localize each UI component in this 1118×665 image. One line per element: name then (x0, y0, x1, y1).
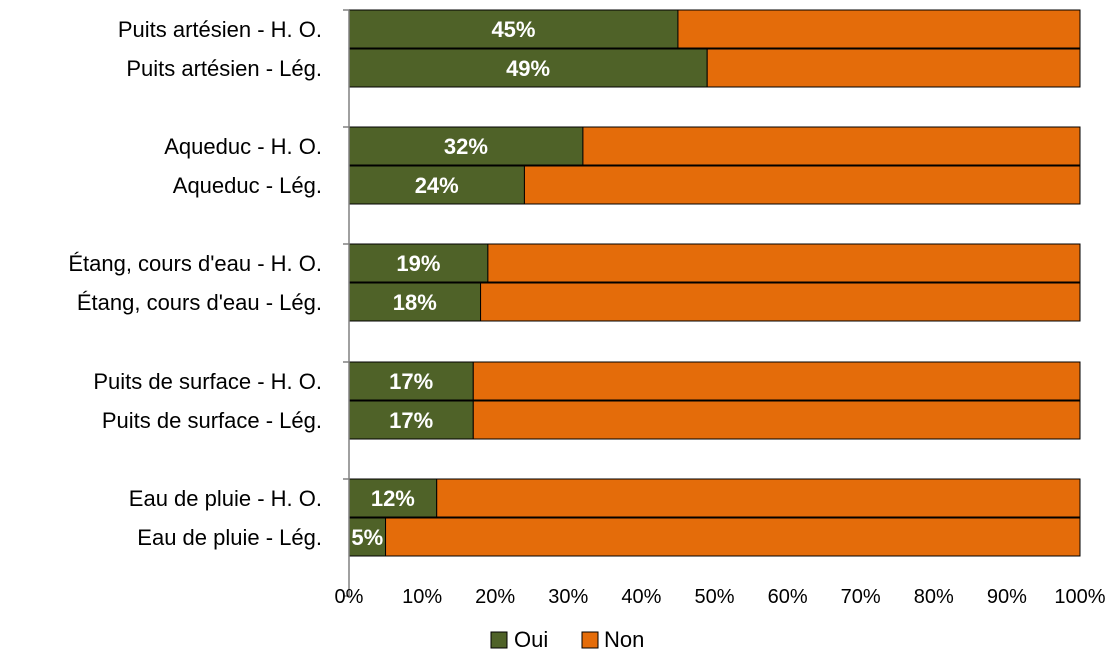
x-tick-label-0: 0% (335, 586, 364, 608)
x-tick-label-1: 10% (402, 586, 442, 608)
bar-oui-2 (348, 126, 584, 166)
category-label-3: Aqueduc - Lég. (173, 173, 322, 198)
category-label-6: Puits de surface - H. O. (93, 369, 322, 394)
data-label-9: 5% (351, 525, 383, 550)
x-tick-label-10: 100% (1054, 586, 1105, 608)
data-label-8: 12% (371, 486, 415, 511)
bar-oui-3 (348, 165, 525, 205)
data-label-4: 19% (396, 251, 440, 276)
data-label-7: 17% (389, 408, 433, 433)
legend-swatch-non (581, 631, 599, 649)
bar-oui-6 (348, 361, 474, 401)
bar-non-7 (472, 400, 1081, 440)
data-label-0: 45% (491, 17, 535, 42)
x-tick-label-9: 90% (987, 586, 1027, 608)
category-label-0: Puits artésien - H. O. (118, 17, 322, 42)
data-label-3: 24% (415, 173, 459, 198)
bar-non-6 (472, 361, 1081, 401)
category-label-4: Étang, cours d'eau - H. O. (68, 251, 322, 276)
bar-non-2 (582, 126, 1081, 166)
bar-non-9 (385, 517, 1081, 557)
data-label-6: 17% (389, 369, 433, 394)
category-label-9: Eau de pluie - Lég. (137, 525, 322, 550)
category-label-8: Eau de pluie - H. O. (129, 486, 322, 511)
category-label-2: Aqueduc - H. O. (164, 134, 322, 159)
bar-non-4 (487, 243, 1081, 283)
x-tick-label-2: 20% (475, 586, 515, 608)
bar-non-5 (480, 282, 1081, 322)
bar-non-0 (677, 9, 1081, 49)
data-label-2: 32% (444, 134, 488, 159)
legend-swatch-oui (490, 631, 508, 649)
category-label-1: Puits artésien - Lég. (126, 56, 322, 81)
x-tick-label-8: 80% (914, 586, 954, 608)
x-tick-label-6: 60% (768, 586, 808, 608)
legend-label-oui: Oui (514, 627, 548, 652)
bar-non-1 (706, 48, 1081, 88)
category-label-7: Puits de surface - Lég. (102, 408, 322, 433)
x-tick-label-5: 50% (694, 586, 734, 608)
bar-oui-1 (348, 48, 708, 88)
bar-non-8 (436, 478, 1081, 518)
bar-non-3 (523, 165, 1081, 205)
x-tick-label-4: 40% (621, 586, 661, 608)
x-tick-label-7: 70% (841, 586, 881, 608)
x-tick-label-3: 30% (548, 586, 588, 608)
bar-oui-0 (348, 9, 679, 49)
data-label-1: 49% (506, 56, 550, 81)
category-label-5: Étang, cours d'eau - Lég. (77, 290, 322, 315)
bar-oui-4 (348, 243, 489, 283)
bar-oui-9 (348, 517, 387, 557)
legend-label-non: Non (604, 627, 644, 652)
data-label-5: 18% (393, 290, 437, 315)
